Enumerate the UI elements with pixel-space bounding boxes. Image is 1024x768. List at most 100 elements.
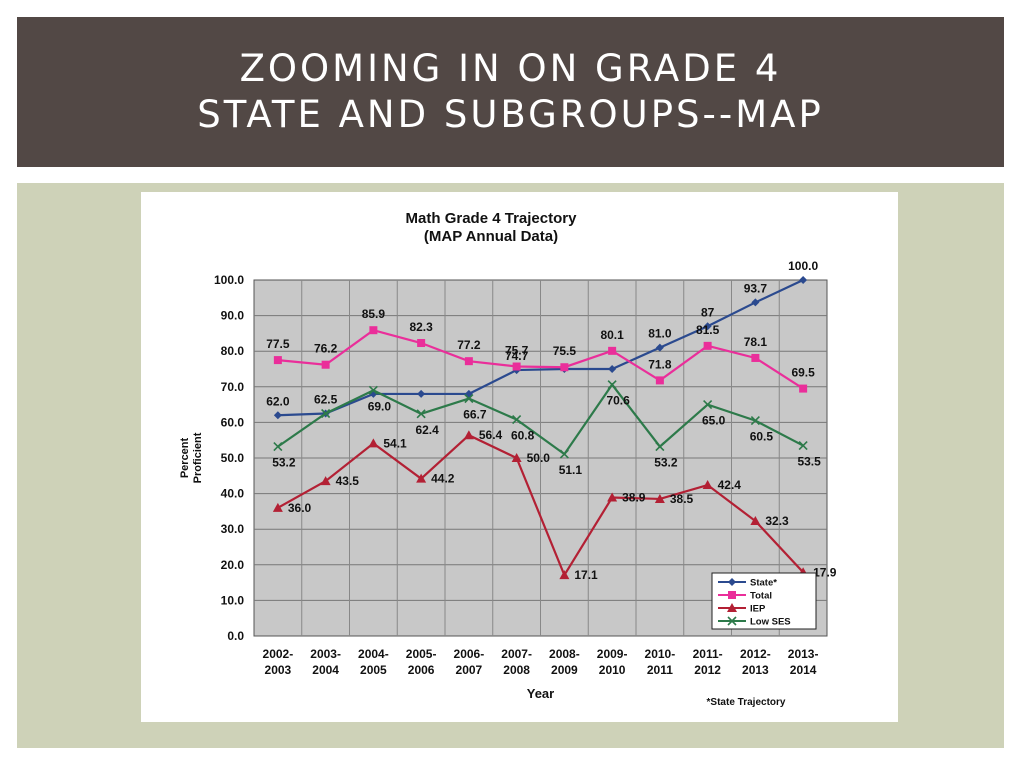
data-label-iep: 44.2	[431, 472, 455, 486]
legend-swatch-marker	[728, 591, 736, 599]
data-point-iep	[511, 453, 522, 462]
data-label-low-ses: 70.6	[606, 394, 630, 408]
data-point-total	[369, 326, 378, 335]
data-point-low-ses	[559, 449, 569, 459]
x-tick-label-bottom: 2008	[503, 663, 530, 677]
legend-entry-label: State*	[750, 578, 777, 589]
x-tick-label-top: 2010-	[645, 647, 676, 661]
x-tick-label-bottom: 2006	[408, 663, 435, 677]
data-label-low-ses: 60.8	[511, 429, 535, 443]
data-point-state	[369, 389, 378, 398]
x-tick-label-bottom: 2014	[790, 663, 817, 677]
chart-subtitle: (MAP Annual Data)	[424, 228, 558, 245]
x-tick-label-bottom: 2010	[599, 663, 626, 677]
y-tick-label: 100.0	[214, 273, 244, 287]
data-label-state: 93.7	[744, 281, 768, 295]
data-label-total: 69.5	[791, 366, 815, 380]
data-label-iep: 17.9	[813, 565, 837, 579]
y-tick-label: 30.0	[221, 522, 245, 536]
chart-card: Math Grade 4 Trajectory (MAP Annual Data…	[141, 192, 898, 722]
x-tick-label-bottom: 2007	[456, 663, 483, 677]
x-tick-label-bottom: 2009	[551, 663, 578, 677]
chart-footnote: *State Trajectory	[707, 697, 786, 708]
data-label-total: 76.2	[314, 342, 338, 356]
data-point-total	[560, 363, 569, 372]
legend-swatch-marker	[727, 616, 737, 626]
x-tick-label-bottom: 2011	[647, 663, 673, 677]
y-tick-label: 40.0	[221, 487, 245, 501]
data-label-state: 62.0	[266, 394, 290, 408]
data-point-state	[703, 322, 712, 331]
x-tick-label-top: 2013-	[788, 647, 819, 661]
data-point-low-ses	[607, 380, 617, 390]
data-point-low-ses	[368, 385, 378, 395]
y-tick-label: 50.0	[221, 451, 245, 465]
legend-entry-label: IEP	[750, 604, 766, 615]
slide-title-line-1: ZOOMING IN ON GRADE 4	[239, 47, 782, 90]
data-label-iep: 38.9	[622, 491, 646, 505]
data-label-state: 74.7	[505, 349, 529, 363]
data-label-iep: 36.0	[288, 501, 312, 515]
data-label-low-ses: 53.2	[272, 456, 296, 470]
data-point-state	[273, 411, 282, 420]
legend-swatch-marker	[728, 578, 736, 586]
data-point-state	[655, 343, 664, 352]
data-label-low-ses: 53.5	[797, 455, 821, 469]
data-point-iep	[654, 493, 665, 503]
data-point-low-ses	[798, 440, 808, 451]
data-label-total: 77.2	[457, 338, 481, 352]
data-point-iep	[368, 438, 379, 448]
y-axis-title-line-1: Percent	[179, 437, 191, 478]
data-point-low-ses	[416, 409, 426, 419]
data-point-total	[417, 339, 426, 348]
series-line-state	[277, 279, 804, 417]
x-tick-label-bottom: 2013	[742, 663, 769, 677]
data-label-total: 71.8	[648, 357, 672, 371]
x-tick-label-top: 2012-	[740, 647, 771, 661]
x-tick-label-top: 2009-	[597, 647, 628, 661]
y-tick-label: 70.0	[221, 380, 245, 394]
data-point-state	[417, 389, 426, 398]
data-point-low-ses	[273, 442, 283, 452]
legend-swatch-marker	[727, 603, 737, 612]
slide-title-line-2: STATE AND SUBGROUPS--MAP	[197, 93, 824, 136]
x-tick-label-top: 2003-	[310, 647, 341, 661]
data-label-total: 81.5	[696, 323, 720, 337]
data-point-iep	[463, 430, 474, 440]
y-tick-label: 60.0	[221, 415, 245, 429]
data-label-total: 80.1	[600, 328, 624, 342]
data-point-total	[655, 376, 664, 385]
x-tick-label-top: 2007-	[501, 647, 532, 661]
x-tick-label-top: 2002-	[263, 647, 294, 661]
data-label-total: 77.5	[266, 337, 290, 351]
data-point-total	[608, 346, 617, 355]
data-point-total	[512, 362, 521, 371]
data-label-iep: 32.3	[765, 514, 789, 528]
data-point-total	[703, 341, 712, 350]
x-tick-label-top: 2011-	[693, 647, 723, 661]
data-point-low-ses	[750, 416, 760, 426]
data-point-iep	[559, 570, 570, 580]
data-label-state: 87	[701, 305, 715, 319]
x-tick-label-bottom: 2012	[694, 663, 721, 677]
legend-entry-label: Low SES	[750, 617, 791, 628]
data-label-total: 78.1	[744, 335, 768, 349]
data-label-iep: 50.0	[527, 451, 551, 465]
data-point-state	[608, 365, 617, 373]
data-point-total	[464, 357, 473, 366]
data-label-iep: 42.4	[718, 478, 742, 492]
line-chart: Math Grade 4 Trajectory (MAP Annual Data…	[179, 210, 837, 708]
data-label-total: 85.9	[362, 307, 386, 321]
data-label-low-ses: 66.7	[463, 408, 487, 422]
data-label-low-ses: 65.0	[702, 414, 726, 428]
data-label-iep: 54.1	[383, 436, 407, 450]
data-point-iep	[416, 473, 427, 483]
data-label-total: 75.7	[505, 344, 529, 358]
data-point-iep	[750, 516, 761, 526]
x-axis-title: Year	[527, 686, 554, 701]
data-point-low-ses	[703, 400, 713, 410]
data-label-iep: 56.4	[479, 428, 503, 442]
legend-entry-label: Total	[750, 591, 772, 602]
y-tick-label: 0.0	[227, 629, 244, 643]
chart-title: Math Grade 4 Trajectory	[406, 210, 578, 227]
